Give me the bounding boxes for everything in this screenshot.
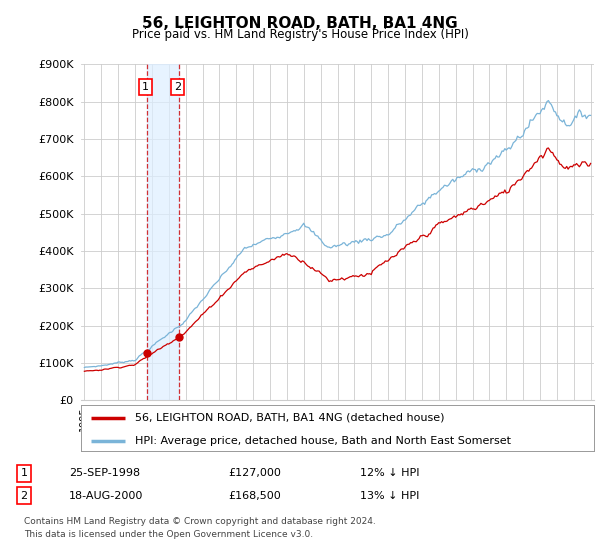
Text: 25-SEP-1998: 25-SEP-1998 bbox=[69, 468, 140, 478]
Text: £127,000: £127,000 bbox=[228, 468, 281, 478]
Text: 1: 1 bbox=[20, 468, 28, 478]
Text: 2: 2 bbox=[174, 82, 181, 92]
Text: 56, LEIGHTON ROAD, BATH, BA1 4NG: 56, LEIGHTON ROAD, BATH, BA1 4NG bbox=[142, 16, 458, 31]
Bar bbox=[148, 64, 179, 400]
Text: 2: 2 bbox=[20, 491, 28, 501]
Text: Price paid vs. HM Land Registry's House Price Index (HPI): Price paid vs. HM Land Registry's House … bbox=[131, 28, 469, 41]
Text: 1: 1 bbox=[142, 82, 149, 92]
Text: Contains HM Land Registry data © Crown copyright and database right 2024.: Contains HM Land Registry data © Crown c… bbox=[24, 517, 376, 526]
Text: 12% ↓ HPI: 12% ↓ HPI bbox=[360, 468, 419, 478]
Text: £168,500: £168,500 bbox=[228, 491, 281, 501]
Text: 13% ↓ HPI: 13% ↓ HPI bbox=[360, 491, 419, 501]
Text: 18-AUG-2000: 18-AUG-2000 bbox=[69, 491, 143, 501]
Text: 56, LEIGHTON ROAD, BATH, BA1 4NG (detached house): 56, LEIGHTON ROAD, BATH, BA1 4NG (detach… bbox=[135, 413, 445, 423]
Text: HPI: Average price, detached house, Bath and North East Somerset: HPI: Average price, detached house, Bath… bbox=[135, 436, 511, 446]
Text: This data is licensed under the Open Government Licence v3.0.: This data is licensed under the Open Gov… bbox=[24, 530, 313, 539]
